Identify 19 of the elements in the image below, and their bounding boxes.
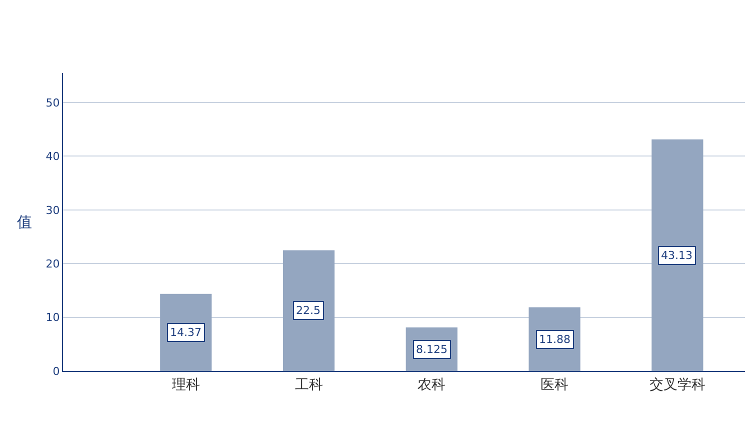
data-label: 14.37 [170,326,202,339]
data-label: 43.13 [661,249,692,262]
y-tick-label: 30 [46,204,60,217]
y-tick-label: 40 [46,150,60,164]
y-tick-label: 50 [46,96,60,110]
x-tick-label: 交叉学科 [649,376,706,393]
x-tick-label: 医科 [540,376,569,393]
bar [652,139,704,371]
y-tick-label: 10 [46,311,60,324]
x-tick-label: 农科 [418,376,446,393]
data-label: 22.5 [296,304,320,317]
bar [282,250,335,371]
y-tick-label: 0 [52,364,60,378]
data-label: 8.125 [416,343,448,356]
y-axis-title: 值 [17,213,32,231]
x-tick-label: 理科 [172,376,200,393]
data-label: 11.88 [539,333,570,346]
x-tick-label: 工科 [294,376,323,393]
y-tick-label: 20 [46,257,60,270]
